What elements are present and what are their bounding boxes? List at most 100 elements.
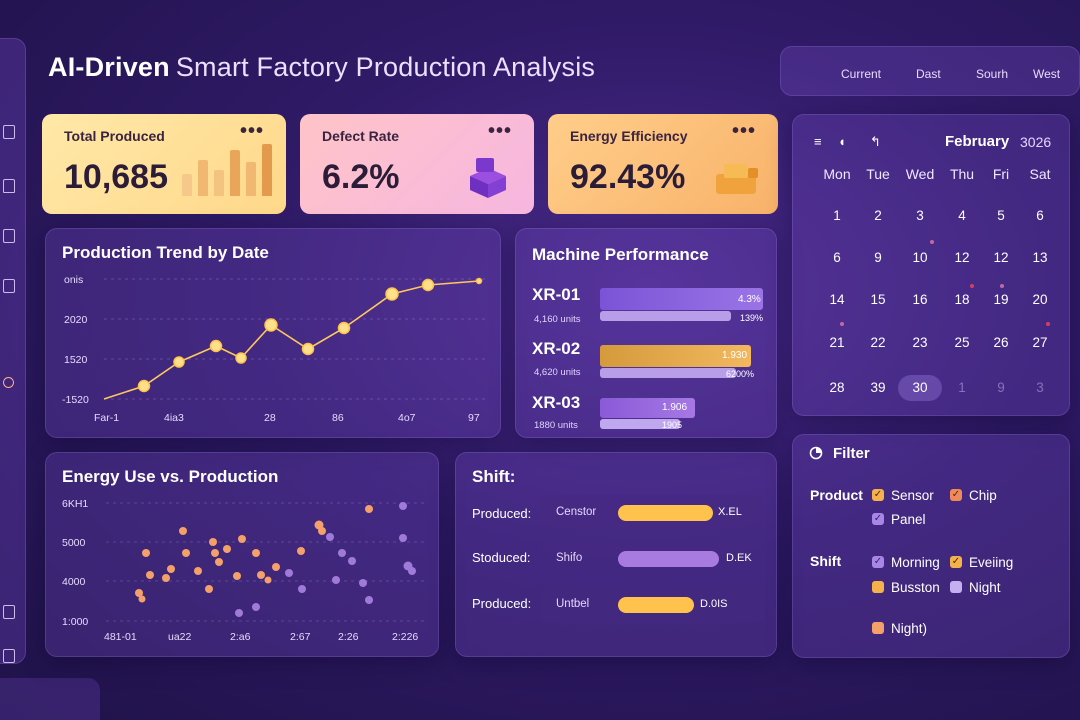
scatter-point [252,603,260,611]
checkbox-label: Sensor [891,488,934,503]
shift-row: Censtor X.EL [540,495,764,531]
calendar-day[interactable]: 14 [829,292,845,307]
calendar-day[interactable]: 1 [958,380,966,395]
menu-icon[interactable]: ≡ [814,134,822,149]
x-tick: 97 [468,412,480,424]
calendar-panel [792,114,1070,416]
filter-category-product: Product [810,487,863,503]
calendar-day[interactable]: 9 [874,250,882,265]
machine-name: XR-02 [532,339,581,358]
search-icon[interactable] [3,377,14,388]
calendar-day[interactable]: 2 [874,208,882,223]
checkbox-evening[interactable]: ✓ [950,556,962,568]
calendar-day[interactable]: 6 [1036,208,1044,223]
checkbox-panel[interactable]: ✓ [872,513,884,525]
view-toggle-icon[interactable]: ◖ [838,134,846,149]
shift-bar [618,505,713,521]
settings-icon[interactable] [3,649,15,663]
scatter-point [182,549,190,557]
weekday-label: Fri [992,166,1010,182]
machine-sub-value: 139% [740,313,764,323]
checkbox-night[interactable] [950,581,962,593]
home-icon[interactable] [3,179,15,193]
scatter-point [318,527,326,535]
calendar-day[interactable]: 4 [958,208,966,223]
report-icon[interactable] [3,229,15,243]
trend-point [337,321,351,335]
calendar-day[interactable]: 12 [954,250,970,265]
x-tick: 2:a6 [230,631,251,643]
more-menu-icon[interactable]: ••• [731,120,756,142]
trend-point [421,278,435,292]
scatter-point [399,534,407,542]
calendar-day[interactable]: 5 [997,208,1005,223]
dashboard-icon[interactable] [3,125,15,139]
machine-name: XR-03 [532,393,581,412]
calendar-day[interactable]: 19 [993,292,1009,307]
document-icon[interactable] [3,279,15,293]
checkbox-label: Eveiing [969,555,1014,570]
region-tab-current[interactable]: Current [841,67,882,81]
y-tick: 1:000 [62,616,88,628]
region-tab-west[interactable]: West [1033,67,1061,81]
x-tick: 4o7 [398,412,416,424]
scatter-point [146,571,154,579]
calendar-day[interactable]: 28 [829,380,845,395]
scatter-point [326,533,334,541]
back-arrow-icon[interactable]: ↰ [870,134,881,149]
calendar-day[interactable]: 21 [829,335,845,350]
weekday-label: Sat [1029,166,1051,182]
event-dot [970,284,974,288]
shift-row: Untbel D.0IS [540,587,764,623]
calendar-day[interactable]: 6 [833,250,841,265]
region-tabs: Current Dast Sourh West [780,46,1080,96]
calendar-day[interactable]: 22 [870,335,886,350]
machine-bar [600,288,763,310]
calendar-day[interactable]: 3 [916,208,924,223]
calendar-day[interactable]: 3 [1036,380,1044,395]
calendar-day[interactable]: 20 [1032,292,1048,307]
scatter-point [162,574,170,582]
scatter-point [194,567,202,575]
x-tick: Far-1 [94,412,119,424]
calendar-day[interactable]: 13 [1032,250,1048,265]
region-tab-dast[interactable]: Dast [916,67,941,81]
trend-point [235,352,247,364]
calendar-day[interactable]: 1 [833,208,841,223]
calendar-day[interactable]: 25 [954,335,970,350]
checkbox-night-2[interactable] [872,622,884,634]
list-icon[interactable] [3,605,15,619]
more-menu-icon[interactable]: ••• [239,120,264,142]
scatter-point [138,595,146,603]
page-title-strong: AI-Driven [48,52,170,82]
calendar-day[interactable]: 27 [1032,335,1048,350]
calendar-day[interactable]: 18 [954,292,970,307]
checkbox-chip[interactable]: ✓ [950,489,962,501]
shift-value: X.EL [718,506,742,518]
calendar-day[interactable]: 10 [912,250,928,265]
scatter-point [348,557,356,565]
calendar-day[interactable]: 26 [993,335,1009,350]
checkbox-morning[interactable]: ✓ [872,556,884,568]
calendar-day-selected[interactable]: 30 [912,380,928,395]
calendar-day[interactable]: 23 [912,335,928,350]
shift-name: Censtor [556,506,597,518]
calendar-day[interactable]: 39 [870,380,886,395]
scatter-point [297,547,305,555]
checkbox-busston[interactable] [872,581,884,593]
panel-title: Shift: [472,467,516,486]
machine-bar [600,345,751,367]
event-dot [1000,284,1004,288]
scatter-point [365,505,373,513]
calendar-day[interactable]: 12 [993,250,1009,265]
calendar-day[interactable]: 9 [997,380,1005,395]
calendar-day[interactable]: 15 [870,292,886,307]
shift-row: Shifo D.EK [540,541,764,577]
y-tick: 2020 [64,314,88,326]
region-tab-sourh[interactable]: Sourh [976,67,1009,81]
checkbox-sensor[interactable]: ✓ [872,489,884,501]
scatter-point [298,585,306,593]
shift-name: Untbel [556,598,590,610]
calendar-day[interactable]: 16 [912,292,928,307]
more-menu-icon[interactable]: ••• [487,120,512,142]
